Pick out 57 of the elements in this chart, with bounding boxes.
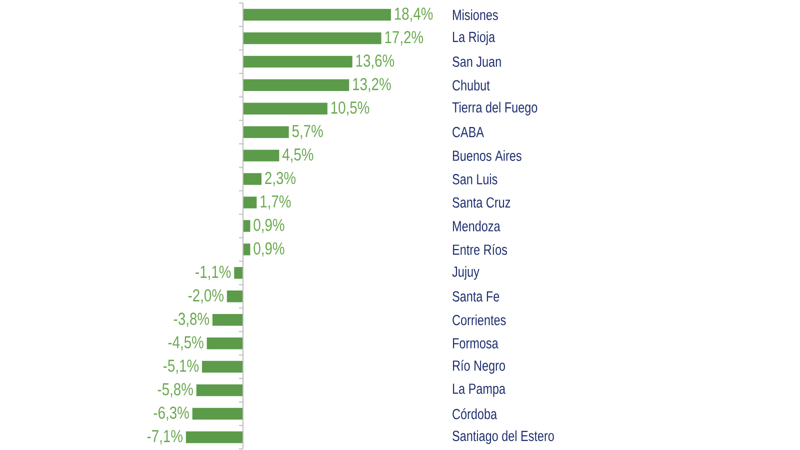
bar — [192, 408, 243, 420]
bar — [243, 150, 280, 162]
y-tick-label: Formosa — [452, 338, 498, 348]
data-label: 0,9% — [254, 242, 284, 257]
y-tick-label: La Pampa — [452, 384, 506, 397]
bar — [202, 360, 243, 373]
bar — [243, 126, 289, 138]
y-tick-label: San Juan — [452, 56, 501, 67]
y-tick-label: Buenos Aires — [452, 150, 522, 161]
data-label: 17,2% — [385, 31, 424, 46]
y-tick-label: San Luis — [452, 174, 498, 184]
data-label: 5,7% — [292, 124, 323, 140]
data-label: -3,8% — [174, 312, 210, 328]
data-label: 2,3% — [265, 172, 296, 186]
bar — [196, 384, 243, 396]
bar — [243, 79, 350, 92]
y-tick-label: Mendoza — [452, 220, 500, 232]
bar — [206, 337, 243, 350]
bar — [243, 244, 250, 256]
data-label: -2,0% — [188, 289, 224, 304]
data-label: -1,1% — [196, 266, 231, 280]
bar — [226, 290, 243, 302]
bar — [243, 8, 391, 21]
data-label: -4,5% — [168, 336, 204, 350]
bar — [186, 431, 243, 444]
bar — [234, 267, 243, 279]
bar — [243, 102, 328, 114]
y-tick-label: La Rioja — [452, 31, 496, 46]
y-tick-label: Chubut — [452, 80, 490, 91]
data-label: 13,2% — [353, 78, 391, 92]
y-tick-label: Río Negro — [452, 360, 505, 374]
y-tick-label: Misiones — [452, 9, 498, 20]
y-tick-label: Tierra del Fuego — [452, 102, 538, 116]
data-label: -7,1% — [147, 430, 182, 444]
data-label: 10,5% — [331, 101, 370, 116]
data-label: -5,8% — [158, 383, 193, 398]
bar — [212, 314, 243, 326]
y-tick-label: CABA — [452, 126, 484, 138]
y-tick-label: Entre Ríos — [452, 244, 508, 255]
y-tick-label: Córdoba — [452, 408, 498, 420]
data-label: 18,4% — [394, 8, 433, 22]
data-label: -5,1% — [163, 360, 199, 374]
bar — [243, 56, 352, 68]
data-label: 13,6% — [356, 54, 394, 69]
bar — [243, 173, 262, 185]
bar — [243, 32, 382, 44]
bar — [243, 196, 257, 208]
bar — [243, 220, 250, 232]
y-tick-label: Corrientes — [452, 314, 506, 326]
y-tick-label: Jujuy — [452, 266, 480, 280]
y-tick-label: Santa Fe — [452, 291, 500, 302]
data-label: 1,7% — [260, 195, 291, 210]
y-tick-label: Santa Cruz — [452, 197, 510, 208]
y-tick-label: Santiago del Estero — [452, 430, 554, 444]
data-label: -6,3% — [154, 406, 189, 421]
data-label: 4,5% — [282, 148, 314, 163]
data-label: 0,9% — [254, 218, 284, 234]
